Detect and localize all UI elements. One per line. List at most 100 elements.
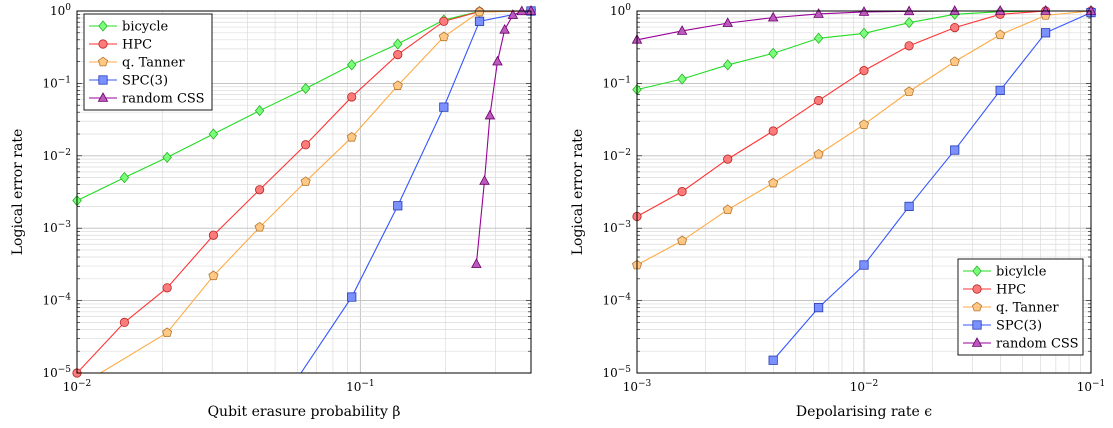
data-point-spc-3- [904,201,914,212]
chart-panel-1: 10−2 10−1 10−5 10−4 10−3 10−2 10−1 100 Qubit era… [10,3,537,420]
y-tick-label: 10−3 [602,220,631,235]
legend-swatch-marker [97,92,109,102]
y-tick-label: 10−5 [42,365,71,380]
legend-label: random CSS [122,92,204,107]
data-point-hpc [439,16,449,26]
data-point-q-tanner [208,270,219,281]
legend-label: bicycle [122,20,169,35]
data-point-random-css [492,55,503,66]
x-tick-label: 10−1 [346,379,375,394]
data-point-q-tanner [254,221,265,232]
y-tick-label: 10−3 [42,220,71,235]
data-point-random-css [676,25,688,35]
data-point-random-css [479,175,490,185]
data-point-spc-3- [995,85,1005,96]
data-point-bicylcle [723,59,733,71]
data-point-bicylcle [677,73,687,85]
x-tick-label: 10−2 [850,379,879,394]
data-point-q-tanner [949,56,960,66]
data-point-q-tanner [813,148,824,159]
data-point-hpc [814,95,824,106]
data-point-spc-3- [950,145,960,155]
legend-swatch-marker [972,320,982,330]
data-point-spc-3- [439,102,449,112]
data-point-hpc [768,126,778,136]
legend-label: HPC [996,283,1026,298]
y-axis-title: Logical error rate [10,129,26,255]
y-tick-label: 100 [610,3,631,18]
series-line-spc-3- [300,11,531,373]
legend-swatch-marker [98,39,108,49]
data-point-spc-3- [1041,28,1051,38]
data-point-spc-3- [768,355,778,365]
legend-label: HPC [122,38,152,53]
data-point-random-css [994,5,1006,15]
data-point-random-css [1040,5,1051,15]
data-point-spc-3- [814,303,824,313]
data-point-hpc [208,230,219,240]
data-point-hpc [301,140,311,150]
series-line-spc-3- [772,12,1091,361]
data-point-random-css [499,23,510,34]
data-point-spc-3- [859,260,869,270]
data-point-q-tanner [995,29,1006,40]
data-point-bicycle [119,171,130,184]
data-point-bicycle [208,128,219,140]
data-point-q-tanner [438,31,449,42]
data-point-q-tanner [858,119,870,129]
plot-frame [636,10,1092,374]
data-point-hpc [393,49,403,60]
data-point-random-css [507,9,519,19]
data-point-q-tanner [300,176,311,186]
legend-label: SPC(3) [122,74,168,89]
data-point-q-tanner [904,86,915,96]
data-point-q-tanner [677,235,688,246]
marker-group [72,5,537,378]
data-point-q-tanner [768,177,779,188]
legend-swatch-marker [97,56,109,67]
legend-label: bicylcle [996,265,1047,280]
y-tick-label: 10−1 [42,75,71,90]
data-point-random-css [813,8,824,18]
data-point-bicycle [162,151,172,164]
data-point-hpc [347,92,357,102]
legend-swatch-marker [971,337,983,347]
x-axis-title: Depolarising rate ϵ [796,404,932,420]
data-point-hpc [950,22,960,33]
plot-frame [76,10,532,374]
data-point-bicylcle [859,27,869,40]
chart-panel-2: 10−3 10−2 10−1 10−5 10−4 10−3 10−2 10−1 100 Depol… [570,3,1105,420]
legend-swatch-marker [971,301,983,312]
x-tick-label: 10−1 [1077,379,1106,394]
data-point-q-tanner [346,132,357,142]
legend-swatch-marker [972,265,982,277]
data-point-q-tanner [162,327,173,338]
x-tick-label: 10−3 [623,379,652,394]
legend-swatch-marker [98,20,108,32]
y-tick-label: 10−4 [602,293,631,308]
data-point-bicycle [254,105,265,117]
legend-label: q. Tanner [996,301,1059,316]
data-point-bicylcle [813,32,824,44]
data-point-bicycle [393,38,403,50]
data-point-random-css [949,5,961,15]
data-point-hpc [677,187,687,197]
y-axis-title: Logical error rate [570,129,586,255]
data-point-bicylcle [768,47,778,59]
data-point-hpc [723,154,733,164]
data-point-random-css [484,109,496,120]
data-point-bicycle [346,59,357,71]
data-point-hpc [162,283,172,293]
y-tick-label: 10−1 [602,75,631,90]
legend-label: random CSS [996,337,1078,352]
legend-swatch-marker [98,75,108,85]
data-point-random-css [722,17,734,27]
data-point-spc-3- [393,201,403,211]
series-line-q-tanner [100,11,531,373]
x-axis-title: Qubit erasure probability β [208,404,401,420]
x-tick-label: 10−2 [63,379,92,394]
legend-swatch-marker [972,284,982,294]
data-point-hpc [255,185,265,195]
legend-label: q. Tanner [122,56,185,71]
data-point-bicycle [300,82,311,95]
